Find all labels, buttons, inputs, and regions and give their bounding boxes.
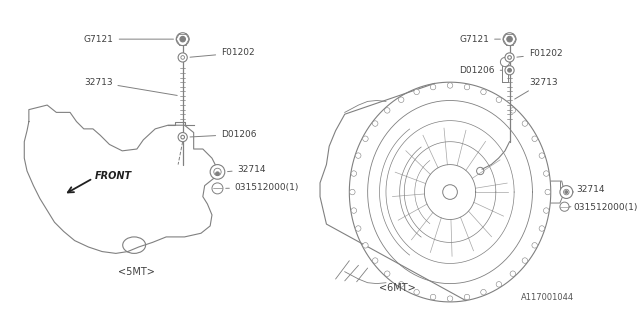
Circle shape bbox=[443, 185, 458, 199]
Circle shape bbox=[399, 97, 404, 102]
Circle shape bbox=[510, 108, 516, 113]
Circle shape bbox=[505, 53, 514, 62]
Circle shape bbox=[351, 171, 356, 176]
Circle shape bbox=[539, 153, 545, 158]
Circle shape bbox=[363, 136, 368, 141]
Circle shape bbox=[510, 271, 516, 276]
Circle shape bbox=[543, 208, 549, 213]
Text: D01206: D01206 bbox=[459, 66, 502, 75]
Circle shape bbox=[210, 164, 225, 179]
Circle shape bbox=[503, 33, 516, 45]
Circle shape bbox=[505, 66, 514, 75]
Circle shape bbox=[481, 290, 486, 295]
Circle shape bbox=[496, 97, 502, 102]
Circle shape bbox=[508, 56, 511, 59]
Circle shape bbox=[216, 172, 220, 176]
Circle shape bbox=[385, 108, 390, 113]
Text: 32714: 32714 bbox=[228, 165, 266, 174]
Circle shape bbox=[430, 84, 436, 90]
Circle shape bbox=[355, 226, 361, 231]
Text: 031512000(1): 031512000(1) bbox=[226, 183, 300, 192]
Circle shape bbox=[464, 84, 470, 90]
Text: D01206: D01206 bbox=[190, 130, 257, 139]
Circle shape bbox=[564, 189, 569, 195]
Text: <5MT>: <5MT> bbox=[118, 267, 156, 277]
Circle shape bbox=[522, 121, 527, 126]
Text: 32713: 32713 bbox=[515, 78, 557, 99]
Text: 32714: 32714 bbox=[573, 185, 605, 194]
Circle shape bbox=[543, 171, 549, 176]
Circle shape bbox=[181, 135, 184, 139]
Text: F01202: F01202 bbox=[517, 49, 563, 58]
Circle shape bbox=[565, 191, 568, 193]
Circle shape bbox=[181, 56, 184, 59]
Text: G7121: G7121 bbox=[84, 35, 173, 44]
Text: A117001044: A117001044 bbox=[520, 293, 573, 302]
Circle shape bbox=[180, 36, 186, 42]
Circle shape bbox=[214, 168, 221, 176]
Circle shape bbox=[351, 208, 356, 213]
Circle shape bbox=[464, 294, 470, 300]
Circle shape bbox=[414, 290, 419, 295]
Text: <6MT>: <6MT> bbox=[379, 283, 415, 293]
Text: FRONT: FRONT bbox=[95, 172, 132, 181]
Circle shape bbox=[496, 282, 502, 287]
Text: F01202: F01202 bbox=[190, 48, 255, 57]
Circle shape bbox=[355, 153, 361, 158]
Circle shape bbox=[507, 36, 512, 42]
Circle shape bbox=[500, 58, 509, 67]
Circle shape bbox=[539, 226, 545, 231]
Circle shape bbox=[522, 258, 527, 263]
Circle shape bbox=[176, 33, 189, 45]
Circle shape bbox=[430, 294, 436, 300]
Circle shape bbox=[414, 89, 419, 95]
Circle shape bbox=[508, 68, 511, 72]
Circle shape bbox=[349, 189, 355, 195]
Circle shape bbox=[399, 282, 404, 287]
Circle shape bbox=[447, 296, 452, 301]
Circle shape bbox=[372, 121, 378, 126]
Circle shape bbox=[447, 83, 452, 88]
Text: 32713: 32713 bbox=[84, 78, 177, 95]
Circle shape bbox=[481, 89, 486, 95]
Circle shape bbox=[532, 136, 538, 141]
Text: G7121: G7121 bbox=[459, 35, 500, 44]
Circle shape bbox=[178, 53, 188, 62]
Circle shape bbox=[372, 258, 378, 263]
Circle shape bbox=[178, 132, 188, 142]
Circle shape bbox=[363, 243, 368, 248]
Circle shape bbox=[545, 189, 550, 195]
Circle shape bbox=[385, 271, 390, 276]
Circle shape bbox=[532, 243, 538, 248]
Circle shape bbox=[560, 186, 573, 198]
Text: 031512000(1): 031512000(1) bbox=[569, 203, 638, 212]
